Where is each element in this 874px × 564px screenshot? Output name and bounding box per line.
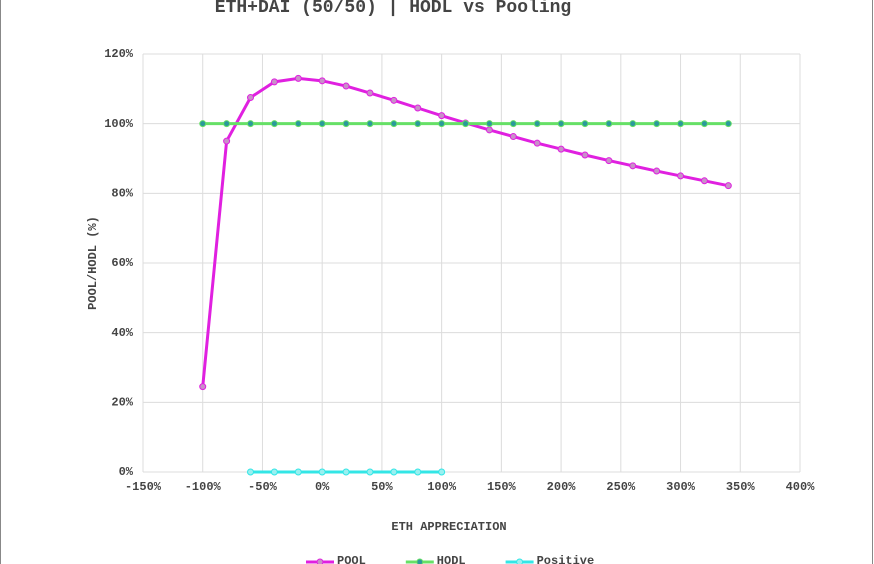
point <box>294 74 302 82</box>
x-tick-label: 350% <box>726 480 756 494</box>
legend-label: Positive <box>537 554 595 564</box>
point <box>438 468 446 476</box>
point <box>318 77 326 85</box>
point <box>438 112 446 120</box>
y-tick-label: 80% <box>111 187 133 201</box>
point <box>414 104 422 112</box>
point <box>724 120 732 128</box>
x-axis-label: ETH APPRECIATION <box>391 520 506 534</box>
x-tick-label: 100% <box>427 480 457 494</box>
point <box>485 120 493 128</box>
point <box>557 120 565 128</box>
point <box>366 468 374 476</box>
point <box>533 120 541 128</box>
point <box>509 120 517 128</box>
point <box>629 162 637 170</box>
point <box>677 120 685 128</box>
point <box>700 120 708 128</box>
point <box>390 120 398 128</box>
point <box>247 94 255 102</box>
legend-marker <box>516 558 524 564</box>
point <box>223 120 231 128</box>
point <box>294 120 302 128</box>
point <box>581 151 589 159</box>
point <box>653 120 661 128</box>
point <box>390 96 398 104</box>
x-tick-label: -50% <box>248 480 278 494</box>
y-axis-label: POOL/HODL (%) <box>86 216 100 310</box>
point <box>247 120 255 128</box>
point <box>342 468 350 476</box>
y-tick-label: 40% <box>111 326 133 340</box>
point <box>342 120 350 128</box>
y-tick-label: 60% <box>111 256 133 270</box>
chart-title: ETH+DAI (50/50) | HODL vs Pooling <box>215 0 571 18</box>
y-tick-label: 20% <box>111 396 133 410</box>
point <box>414 120 422 128</box>
point <box>294 468 302 476</box>
point <box>247 468 255 476</box>
x-tick-label: 400% <box>786 480 816 494</box>
x-tick-label: -100% <box>185 480 222 494</box>
point <box>557 145 565 153</box>
point <box>677 172 685 180</box>
y-tick-label: 120% <box>104 47 134 61</box>
point <box>700 177 708 185</box>
point <box>533 139 541 147</box>
point <box>485 126 493 134</box>
x-tick-label: 50% <box>371 480 393 494</box>
point <box>342 82 350 90</box>
x-tick-label: 0% <box>315 480 330 494</box>
point <box>318 120 326 128</box>
legend-label: POOL <box>337 554 366 564</box>
point <box>414 468 422 476</box>
point <box>270 468 278 476</box>
point <box>605 120 613 128</box>
point <box>581 120 589 128</box>
point <box>318 468 326 476</box>
legend-label: HODL <box>437 554 466 564</box>
point <box>390 468 398 476</box>
point <box>438 120 446 128</box>
x-tick-label: 300% <box>666 480 696 494</box>
point <box>724 182 732 190</box>
point <box>605 157 613 165</box>
point <box>366 89 374 97</box>
point <box>223 137 231 145</box>
point <box>462 120 470 128</box>
legend-marker <box>416 558 424 564</box>
point <box>629 120 637 128</box>
x-tick-label: 250% <box>606 480 636 494</box>
point <box>270 78 278 86</box>
point <box>199 383 207 391</box>
point <box>270 120 278 128</box>
point <box>509 133 517 141</box>
point <box>199 120 207 128</box>
point <box>653 167 661 175</box>
x-tick-label: 150% <box>487 480 517 494</box>
y-tick-label: 0% <box>119 465 134 479</box>
x-tick-label: 200% <box>547 480 577 494</box>
x-tick-label: -150% <box>125 480 162 494</box>
legend-marker <box>316 558 324 564</box>
y-tick-label: 100% <box>104 117 134 131</box>
point <box>366 120 374 128</box>
